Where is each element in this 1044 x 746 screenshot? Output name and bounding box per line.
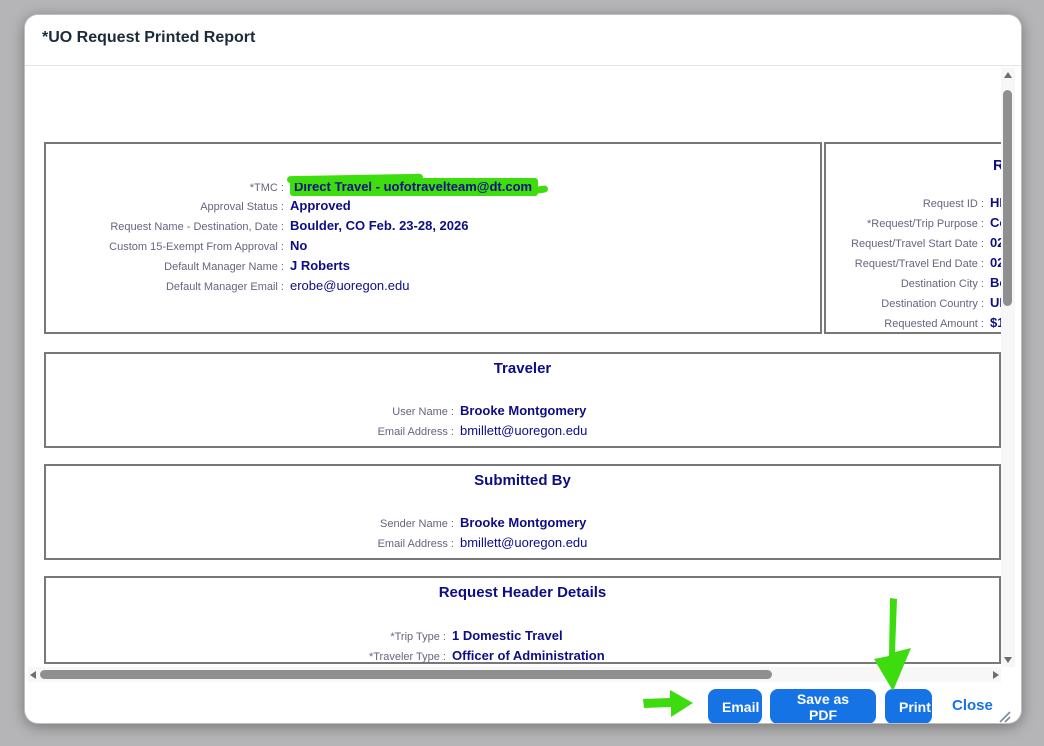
field-value: Brooke Montgomery bbox=[460, 515, 587, 530]
field-value: 02/ bbox=[990, 255, 1003, 270]
resize-handle-icon[interactable] bbox=[997, 709, 1011, 723]
field-row-approval-status: Approval Status Approved bbox=[46, 198, 820, 218]
request-details-panel: R Request ID HKX *Request/Trip Purpose C… bbox=[824, 142, 1003, 334]
vertical-scrollbar[interactable] bbox=[1001, 68, 1015, 667]
dialog-header: *UO Request Printed Report bbox=[25, 15, 1021, 66]
request-summary-panel: *TMC Direct Travel - uofotravelteam@dt.c… bbox=[44, 142, 822, 334]
field-label: *Trip Type bbox=[46, 631, 446, 643]
email-button[interactable]: Email bbox=[708, 689, 762, 723]
field-label: Email Address bbox=[46, 538, 454, 550]
horizontal-scrollbar-thumb[interactable] bbox=[40, 670, 772, 679]
traveler-panel: Traveler User Name Brooke Montgomery Ema… bbox=[44, 352, 1001, 448]
field-row-trip-purpose: *Request/Trip Purpose Con bbox=[826, 215, 1003, 235]
field-row-tmc: *TMC Direct Travel - uofotravelteam@dt.c… bbox=[46, 178, 820, 198]
field-value: Officer of Administration bbox=[452, 648, 605, 663]
field-row-trip-type: *Trip Type 1 Domestic Travel bbox=[46, 628, 999, 648]
field-row-manager-name: Default Manager Name J Roberts bbox=[46, 258, 820, 278]
field-row-destination-country: Destination Country UNI bbox=[826, 295, 1003, 315]
field-value: HKX bbox=[990, 195, 1003, 210]
field-row-requested-amount: Requested Amount $1,9 bbox=[826, 315, 1003, 335]
print-button[interactable]: Print bbox=[885, 689, 932, 723]
close-button[interactable]: Close bbox=[946, 696, 999, 715]
field-value: No bbox=[290, 238, 308, 253]
field-value: UNI bbox=[990, 295, 1003, 310]
scroll-right-icon[interactable] bbox=[993, 671, 999, 679]
request-header-details-panel: Request Header Details *Trip Type 1 Dome… bbox=[44, 576, 1001, 664]
field-value: bmillett@uoregon.edu bbox=[460, 535, 588, 550]
scroll-left-icon[interactable] bbox=[30, 671, 36, 679]
field-row-exempt: Custom 15-Exempt From Approval No bbox=[46, 238, 820, 258]
submitted-by-panel: Submitted By Sender Name Brooke Montgome… bbox=[44, 464, 1001, 560]
field-value: Bou bbox=[990, 275, 1003, 290]
field-row-request-name: Request Name - Destination, Date Boulder… bbox=[46, 218, 820, 238]
panel-title: R bbox=[993, 157, 1003, 174]
field-row-request-id: Request ID HKX bbox=[826, 195, 1003, 215]
field-label: Default Manager Email bbox=[46, 281, 284, 293]
field-label: Approval Status bbox=[46, 201, 284, 213]
field-value-highlighted: Direct Travel - uofotravelteam@dt.com bbox=[290, 178, 539, 196]
field-label: User Name bbox=[46, 406, 454, 418]
field-label: Request/Travel End Date bbox=[826, 258, 984, 270]
save-as-pdf-button[interactable]: Save as PDF bbox=[770, 689, 876, 723]
field-row-manager-email: Default Manager Email erobe@uoregon.edu bbox=[46, 278, 820, 298]
field-row-email-address: Email Address bmillett@uoregon.edu bbox=[46, 423, 999, 443]
field-row-traveler-type: *Traveler Type Officer of Administration bbox=[46, 648, 999, 667]
panel-title: Traveler bbox=[493, 360, 552, 377]
field-value: 02/ bbox=[990, 235, 1003, 250]
field-value: erobe@uoregon.edu bbox=[290, 278, 410, 293]
horizontal-scrollbar[interactable] bbox=[28, 667, 1001, 682]
scroll-up-icon[interactable] bbox=[1004, 72, 1012, 78]
field-label: Email Address bbox=[46, 426, 454, 438]
field-value: Con bbox=[990, 215, 1003, 230]
panel-title: Request Header Details bbox=[438, 584, 607, 601]
field-label: *Request/Trip Purpose bbox=[826, 218, 984, 230]
field-label: Destination City bbox=[826, 278, 984, 290]
field-label: Request/Travel Start Date bbox=[826, 238, 984, 250]
field-value: Brooke Montgomery bbox=[460, 403, 587, 418]
field-value: Approved bbox=[290, 198, 351, 213]
field-label: *Traveler Type bbox=[46, 651, 446, 663]
field-label: Request ID bbox=[826, 198, 984, 210]
field-value: Boulder, CO Feb. 23-28, 2026 bbox=[290, 218, 469, 233]
vertical-scrollbar-thumb[interactable] bbox=[1003, 90, 1012, 306]
field-label: Requested Amount bbox=[826, 318, 984, 330]
field-row-end-date: Request/Travel End Date 02/ bbox=[826, 255, 1003, 275]
field-row-destination-city: Destination City Bou bbox=[826, 275, 1003, 295]
field-value: $1,9 bbox=[990, 315, 1003, 330]
panel-title: Submitted By bbox=[474, 472, 571, 489]
field-label: Default Manager Name bbox=[46, 261, 284, 273]
field-label: Sender Name bbox=[46, 518, 454, 530]
field-value: 1 Domestic Travel bbox=[452, 628, 563, 643]
field-value: bmillett@uoregon.edu bbox=[460, 423, 588, 438]
report-dialog: *UO Request Printed Report *TMC Direct T… bbox=[24, 14, 1022, 724]
field-label: Destination Country bbox=[826, 298, 984, 310]
report-document: *TMC Direct Travel - uofotravelteam@dt.c… bbox=[25, 66, 1003, 667]
field-row-start-date: Request/Travel Start Date 02/ bbox=[826, 235, 1003, 255]
field-label: Custom 15-Exempt From Approval bbox=[46, 241, 284, 253]
scroll-down-icon[interactable] bbox=[1004, 657, 1012, 663]
field-label: Request Name - Destination, Date bbox=[46, 221, 284, 233]
field-row-sender-name: Sender Name Brooke Montgomery bbox=[46, 515, 999, 535]
field-row-user-name: User Name Brooke Montgomery bbox=[46, 403, 999, 423]
field-value: J Roberts bbox=[290, 258, 350, 273]
field-row-email-address: Email Address bmillett@uoregon.edu bbox=[46, 535, 999, 555]
dialog-title: *UO Request Printed Report bbox=[42, 29, 256, 46]
field-label: *TMC bbox=[46, 182, 284, 194]
